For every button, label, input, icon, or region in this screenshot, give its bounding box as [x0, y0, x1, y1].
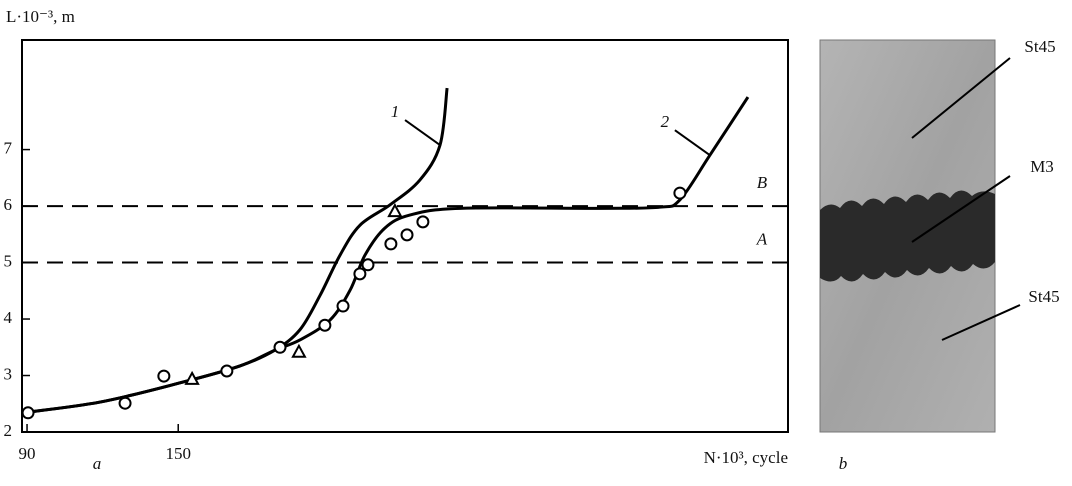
- photo-label: M3: [1030, 157, 1054, 176]
- photo-label: St45: [1028, 287, 1059, 306]
- circle-point: [275, 342, 286, 353]
- series-leader: [675, 130, 710, 155]
- circle-point: [417, 216, 428, 227]
- circle-point: [674, 188, 685, 199]
- x-tick-label: 90: [19, 444, 36, 463]
- y-axis-label: L·10⁻³, m: [6, 7, 75, 26]
- photo: St45 M3 St45 b: [820, 37, 1060, 473]
- series-label: 2: [661, 112, 670, 131]
- circle-point: [354, 268, 365, 279]
- y-tick-label: 7: [4, 138, 13, 157]
- y-tick-label: 6: [4, 195, 13, 214]
- x-axis-label: N·10³, cycle: [704, 448, 788, 467]
- circle-point: [120, 398, 131, 409]
- circle-point: [402, 229, 413, 240]
- photo-label: St45: [1024, 37, 1055, 56]
- x-tick-label: 150: [165, 444, 191, 463]
- circle-point: [23, 407, 34, 418]
- y-tick-label: 4: [4, 308, 13, 327]
- circle-point: [158, 371, 169, 382]
- y-tick-label: 3: [4, 364, 13, 383]
- panel-label: b: [839, 454, 848, 473]
- circle-point: [319, 320, 330, 331]
- circle-point: [385, 238, 396, 249]
- circle-point: [362, 259, 373, 270]
- triangle-point: [293, 346, 305, 357]
- reference-label: B: [757, 173, 768, 192]
- reference-label: A: [756, 229, 768, 248]
- y-tick-label: 2: [4, 421, 13, 440]
- figure: L·10⁻³, m N·10³, cycle a St45 M3 St45 b …: [0, 0, 1072, 481]
- series-label: 1: [391, 102, 400, 121]
- line: [22, 88, 447, 413]
- series-leader: [405, 120, 440, 145]
- panel-label: a: [93, 454, 102, 473]
- circle-point: [221, 365, 232, 376]
- line: [22, 97, 748, 413]
- y-tick-label: 5: [4, 251, 13, 270]
- circle-point: [338, 301, 349, 312]
